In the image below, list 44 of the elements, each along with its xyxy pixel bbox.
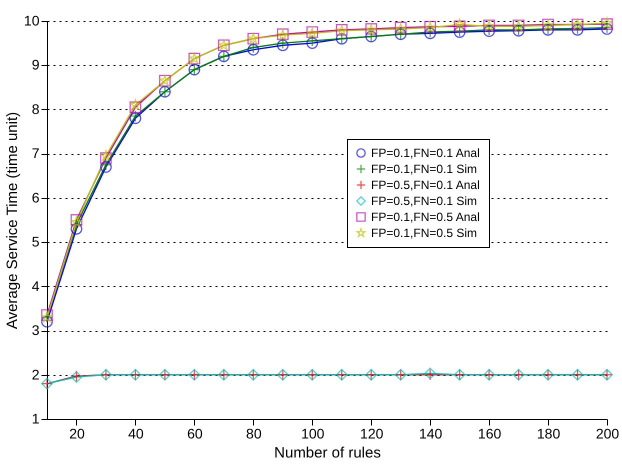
point bbox=[130, 112, 142, 124]
y-tick-label: 3 bbox=[32, 322, 40, 338]
x-tick-label: 200 bbox=[596, 426, 620, 442]
point bbox=[276, 39, 289, 52]
x-tick-label: 40 bbox=[128, 426, 144, 442]
x-tick-label: 120 bbox=[360, 426, 384, 442]
legend-label: FP=0.5,FN=0.1 Sim bbox=[371, 194, 478, 208]
point bbox=[100, 152, 112, 164]
point bbox=[100, 158, 112, 171]
point bbox=[100, 150, 112, 161]
x-tick-label: 80 bbox=[246, 426, 262, 442]
point bbox=[130, 99, 142, 110]
point bbox=[247, 44, 260, 56]
y-tick-label: 6 bbox=[32, 189, 40, 206]
y-tick-label: 7 bbox=[32, 145, 40, 162]
y-tick-label: 2 bbox=[32, 366, 40, 382]
point bbox=[100, 161, 112, 173]
x-tick-label: 140 bbox=[418, 426, 443, 442]
y-tick-label: 5 bbox=[32, 234, 40, 250]
y-tick-label: 9 bbox=[32, 56, 40, 73]
x-tick-label: 20 bbox=[69, 426, 85, 442]
y-tick-label: 8 bbox=[32, 100, 40, 117]
point bbox=[70, 223, 82, 235]
point bbox=[276, 37, 289, 49]
point bbox=[454, 20, 466, 32]
x-tick-label: 180 bbox=[536, 426, 560, 442]
x-axis-title: Number of rules bbox=[274, 444, 381, 462]
point bbox=[454, 18, 466, 30]
x-tick-label: 160 bbox=[478, 426, 502, 442]
point bbox=[130, 101, 142, 114]
y-tick-label: 4 bbox=[32, 278, 40, 294]
point bbox=[247, 42, 260, 54]
y-axis-title: Average Service Time (time unit) bbox=[4, 112, 21, 330]
point bbox=[70, 218, 82, 230]
legend-label: FP=0.5,FN=0.1 Anal bbox=[371, 178, 480, 192]
x-tick-label: 100 bbox=[301, 426, 325, 442]
y-tick-label: 10 bbox=[24, 12, 40, 28]
legend-label: FP=0.1,FN=0.1 Sim bbox=[371, 162, 478, 176]
point bbox=[130, 110, 142, 122]
x-tick-label: 60 bbox=[187, 426, 203, 442]
legend-label: FP=0.1,FN=0.5 Sim bbox=[371, 226, 478, 240]
legend-label: FP=0.1,FN=0.5 Anal bbox=[371, 210, 480, 224]
y-tick-label: 1 bbox=[32, 410, 40, 426]
legend-label: FP=0.1,FN=0.1 Anal bbox=[371, 146, 480, 160]
